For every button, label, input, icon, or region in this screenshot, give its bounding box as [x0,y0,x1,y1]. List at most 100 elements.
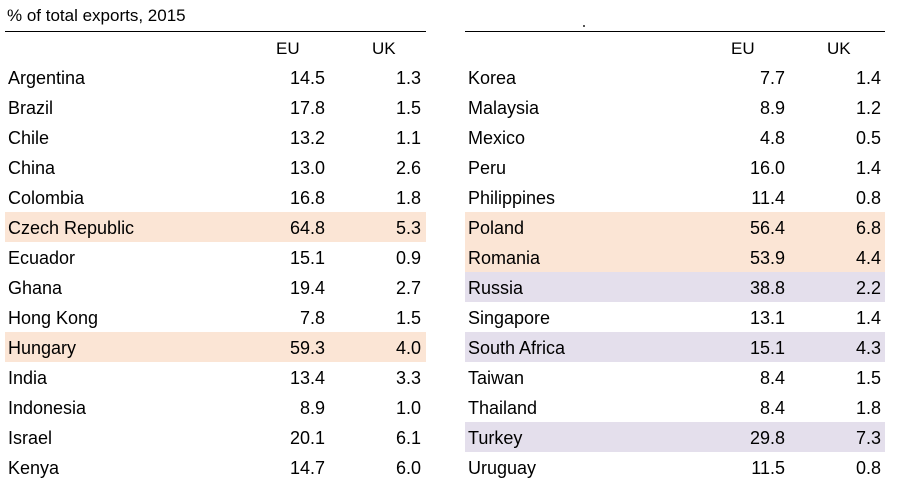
uk-share-value: 3.3 [395,368,421,388]
table-row: India 13.4 3.3 [5,362,426,392]
uk-share-value: 6.0 [395,458,421,478]
uk-column-header: UK [372,39,396,58]
table-header-right: EU UK [465,32,885,62]
country-name: Israel [8,428,53,448]
table-row: Uruguay 11.5 0.8 [465,452,885,482]
uk-share-value: 1.1 [395,128,421,148]
table-row: Ecuador 15.1 0.9 [5,242,426,272]
exports-table-right: EU UK Korea 7.7 1.4 Malaysia 8.9 1.2 Mexico 4.8… [465,32,885,482]
country-name: Argentina [8,68,86,88]
country-name: Brazil [8,98,54,118]
country-name: India [8,368,48,388]
eu-share-value: 13.1 [749,308,785,328]
country-name: Philippines [468,188,556,208]
country-name: Hungary [8,338,77,358]
country-name: South Africa [468,338,566,358]
country-name: Poland [468,218,525,238]
eu-share-value: 11.5 [751,458,785,478]
uk-share-value: 1.2 [855,98,881,118]
table-row: Philippines 11.4 0.8 [465,182,885,212]
table-row: Taiwan 8.4 1.5 [465,362,885,392]
eu-share-value: 8.9 [759,98,785,118]
eu-share-value: 11.4 [751,188,785,208]
eu-share-value: 13.0 [289,158,325,178]
header-rule-left [5,31,426,32]
country-name: Russia [468,278,524,298]
eu-column-header: EU [731,39,755,58]
eu-share-value: 8.4 [759,368,785,388]
eu-share-value: 17.8 [289,98,325,118]
country-name: Uruguay [468,458,537,478]
uk-share-value: 0.8 [855,458,881,478]
eu-share-value: 64.8 [289,218,325,238]
table-row: Peru 16.0 1.4 [465,152,885,182]
eu-share-value: 53.9 [749,248,785,268]
eu-share-value: 56.4 [749,218,785,238]
uk-share-value: 1.4 [855,158,881,178]
eu-share-value: 20.1 [289,428,325,448]
eu-share-value: 14.5 [289,68,325,88]
uk-share-value: 7.3 [855,428,881,448]
table-row: Romania 53.9 4.4 [465,242,885,272]
eu-share-value: 15.1 [749,338,785,358]
uk-share-value: 1.5 [395,98,421,118]
table-row: Colombia 16.8 1.8 [5,182,426,212]
table-row: Chile 13.2 1.1 [5,122,426,152]
eu-share-value: 13.4 [289,368,325,388]
table-row: Hong Kong 7.8 1.5 [5,302,426,332]
eu-share-value: 15.1 [289,248,325,268]
eu-share-value: 8.4 [759,398,785,418]
uk-share-value: 1.4 [855,68,881,88]
uk-share-value: 1.0 [395,398,421,418]
country-name: Turkey [468,428,523,448]
country-name: Singapore [468,308,551,328]
eu-column-header: EU [276,39,300,58]
uk-share-value: 5.3 [395,218,421,238]
table-row: Korea 7.7 1.4 [465,62,885,92]
eu-share-value: 13.2 [289,128,325,148]
country-name: China [8,158,56,178]
table-row: Argentina 14.5 1.3 [5,62,426,92]
table-row: Singapore 13.1 1.4 [465,302,885,332]
country-name: Kenya [8,458,60,478]
country-name: Ecuador [8,248,76,268]
uk-share-value: 1.5 [855,368,881,388]
uk-share-value: 4.3 [855,338,881,358]
stray-dot [583,25,585,27]
table-row: South Africa 15.1 4.3 [465,332,885,362]
table-row: Czech Republic 64.8 5.3 [5,212,426,242]
uk-share-value: 1.4 [855,308,881,328]
uk-share-value: 2.2 [855,278,881,298]
table-row: Indonesia 8.9 1.0 [5,392,426,422]
uk-share-value: 1.3 [395,68,421,88]
table-row: Hungary 59.3 4.0 [5,332,426,362]
eu-share-value: 16.0 [749,158,785,178]
country-name: Taiwan [468,368,525,388]
country-name: Czech Republic [8,218,135,238]
table-row: Ghana 19.4 2.7 [5,272,426,302]
eu-share-value: 16.8 [289,188,325,208]
country-name: Hong Kong [8,308,99,328]
country-name: Colombia [8,188,85,208]
uk-share-value: 6.1 [395,428,421,448]
table-row: Israel 20.1 6.1 [5,422,426,452]
table-row: Poland 56.4 6.8 [465,212,885,242]
eu-share-value: 7.8 [299,308,325,328]
uk-share-value: 1.8 [395,188,421,208]
country-name: Chile [8,128,50,148]
eu-share-value: 14.7 [289,458,325,478]
table-row: Brazil 17.8 1.5 [5,92,426,122]
table-row: Mexico 4.8 0.5 [465,122,885,152]
eu-share-value: 7.7 [759,68,785,88]
table-row: Malaysia 8.9 1.2 [465,92,885,122]
uk-share-value: 6.8 [855,218,881,238]
header-rule-right [465,31,885,32]
uk-share-value: 1.8 [855,398,881,418]
table-row: Kenya 14.7 6.0 [5,452,426,482]
country-name: Romania [468,248,541,268]
uk-share-value: 2.6 [395,158,421,178]
country-name: Malaysia [468,98,540,118]
eu-share-value: 4.8 [759,128,785,148]
uk-share-value: 2.7 [395,278,421,298]
table-header-left: EU UK [5,32,426,62]
